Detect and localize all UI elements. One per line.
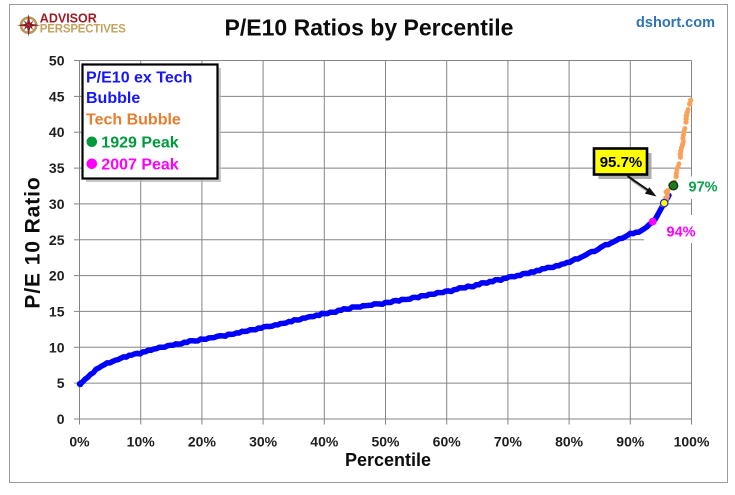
svg-text:10%: 10%	[127, 434, 156, 450]
svg-text:94%: 94%	[667, 224, 696, 240]
svg-text:20: 20	[49, 268, 65, 284]
svg-text:2007 Peak: 2007 Peak	[101, 157, 179, 174]
svg-text:97%: 97%	[689, 180, 718, 196]
svg-text:0%: 0%	[69, 434, 90, 450]
svg-text:20%: 20%	[188, 434, 217, 450]
svg-text:50%: 50%	[371, 434, 400, 450]
svg-text:Percentile: Percentile	[345, 450, 431, 470]
svg-text:70%: 70%	[494, 434, 523, 450]
svg-text:35: 35	[49, 160, 65, 176]
svg-text:80%: 80%	[555, 434, 584, 450]
svg-text:PERSPECTIVES: PERSPECTIVES	[40, 24, 126, 36]
svg-text:P/E10 ex Tech: P/E10 ex Tech	[86, 70, 192, 87]
svg-text:60%: 60%	[433, 434, 462, 450]
svg-text:ADVISOR: ADVISOR	[40, 11, 97, 25]
svg-text:Bubble: Bubble	[86, 90, 140, 107]
svg-text:25: 25	[49, 232, 65, 248]
svg-text:30: 30	[49, 196, 65, 212]
svg-text:P/E10 Ratios by Percentile: P/E10 Ratios by Percentile	[225, 15, 514, 41]
svg-text:Tech Bubble: Tech Bubble	[86, 111, 181, 128]
svg-text:dshort.com: dshort.com	[636, 15, 715, 31]
svg-text:40: 40	[49, 124, 65, 140]
svg-text:5: 5	[57, 375, 65, 391]
svg-text:40%: 40%	[310, 434, 339, 450]
svg-text:10: 10	[49, 339, 65, 355]
svg-text:45: 45	[49, 88, 65, 104]
svg-text:P/E 10 Ratio: P/E 10 Ratio	[21, 176, 44, 308]
svg-text:90%: 90%	[616, 434, 645, 450]
svg-text:15: 15	[49, 303, 65, 319]
svg-text:95.7%: 95.7%	[600, 154, 643, 171]
svg-text:1929 Peak: 1929 Peak	[101, 135, 179, 152]
svg-text:30%: 30%	[249, 434, 278, 450]
svg-text:100%: 100%	[674, 434, 710, 450]
svg-text:0: 0	[57, 411, 65, 427]
svg-text:50: 50	[49, 53, 65, 69]
